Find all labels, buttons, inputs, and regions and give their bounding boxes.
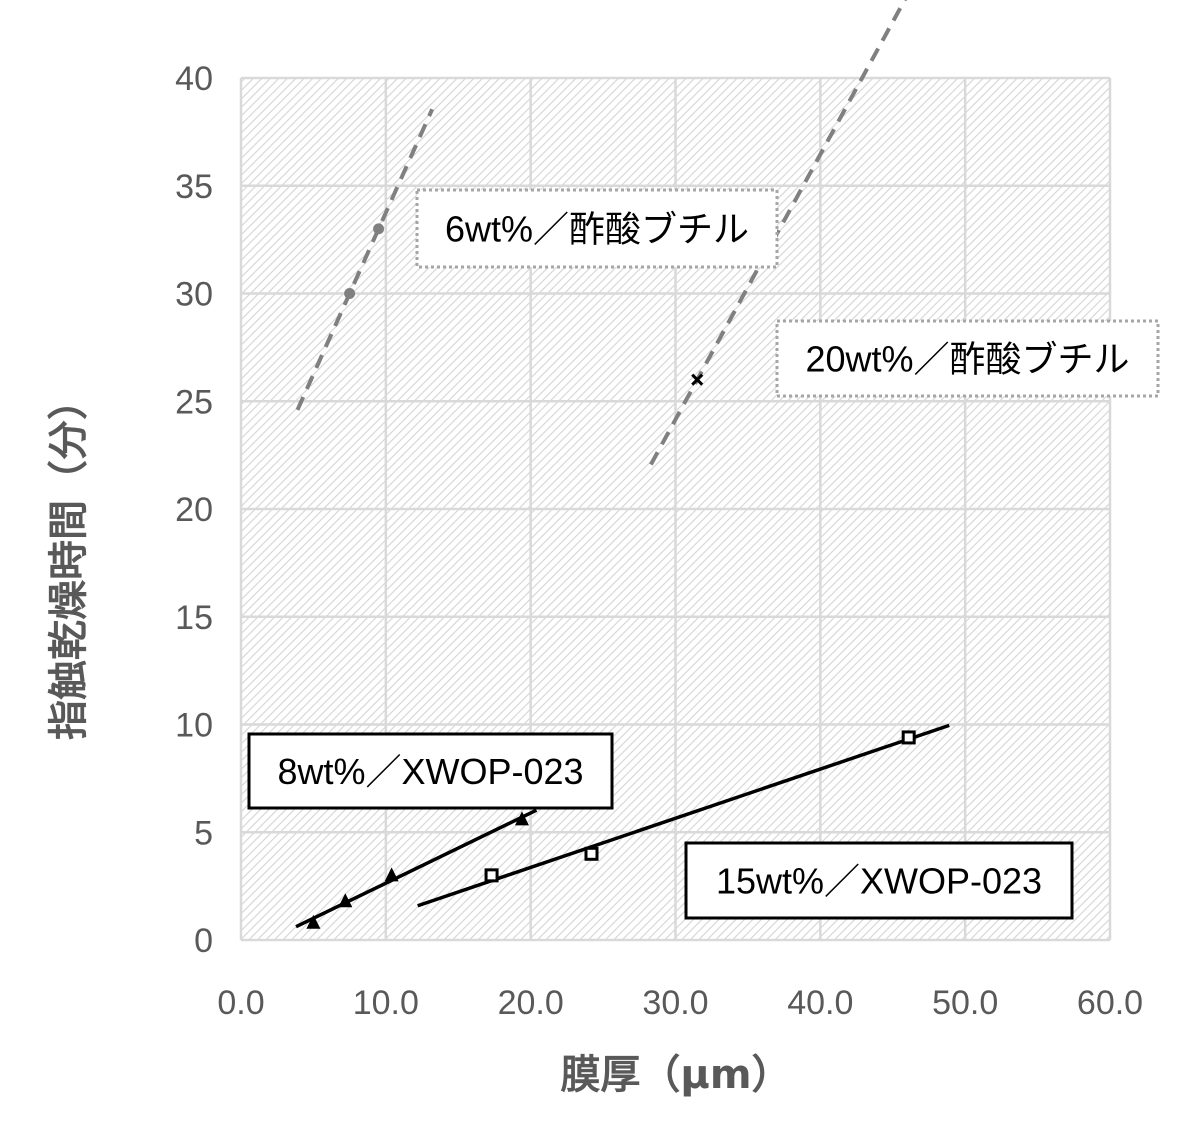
y-tick-label: 10: [175, 707, 213, 745]
y-tick-label: 0: [194, 922, 213, 960]
data-markers: [306, 223, 916, 929]
series-label-3: 8wt%／XWOP-023: [247, 732, 614, 810]
x-tick-label: 0.0: [217, 984, 264, 1022]
y-tick-label: 25: [175, 383, 213, 421]
trendline-3: [295, 808, 538, 929]
data-point-square: [584, 846, 599, 861]
data-point-square: [901, 730, 916, 745]
data-point-triangle: [514, 811, 529, 826]
data-point-triangle: [338, 893, 353, 908]
trendline-2: [649, 0, 907, 466]
series-label-box: [415, 188, 779, 269]
y-tick-label: 30: [175, 276, 213, 314]
series-label-text: 6wt%／酢酸ブチル: [445, 209, 749, 250]
y-axis-title: 指触乾燥時間（分）: [46, 380, 92, 740]
y-tick-label: 20: [175, 491, 213, 529]
series-label-1: 6wt%／酢酸ブチル: [415, 188, 779, 269]
series-label-text: 8wt%／XWOP-023: [277, 751, 583, 792]
x-tick-label: 30.0: [642, 984, 708, 1022]
series-labels: 6wt%／酢酸ブチル 20wt%／酢酸ブチル 8wt%／XWOP-023 15wt%／…: [247, 188, 1160, 920]
series-label-box: [775, 319, 1160, 398]
y-tick-label: 15: [175, 599, 213, 637]
series-label-2: 20wt%／酢酸ブチル: [775, 319, 1160, 398]
x-tick-label: 20.0: [498, 984, 564, 1022]
series-label-box: [684, 841, 1074, 920]
y-tick-label: 40: [175, 60, 213, 98]
trendline-4: [417, 723, 950, 908]
x-tick-label: 10.0: [353, 984, 419, 1022]
trendline-1: [295, 108, 435, 411]
y-tick-labels: 0 5 10 15 20 25 30 35 40: [175, 60, 213, 960]
data-point-circle: [344, 288, 356, 299]
x-axis-title: 膜厚（μm）: [560, 1052, 791, 1098]
series-label-box: [247, 732, 614, 810]
data-point-circle: [373, 223, 385, 235]
x-tick-labels: 0.0 10.0 20.0 30.0 40.0 50.0 60.0: [217, 984, 1143, 1022]
y-tick-label: 35: [175, 168, 213, 206]
data-point-square: [484, 868, 499, 883]
x-tick-label: 40.0: [787, 984, 853, 1022]
x-tick-label: 60.0: [1077, 984, 1143, 1022]
trendlines: [295, 0, 950, 929]
data-point-triangle: [384, 867, 399, 882]
y-tick-label: 5: [194, 814, 213, 852]
data-point-triangle: [306, 914, 321, 929]
data-point-x: [691, 373, 704, 386]
x-tick-label: 50.0: [932, 984, 998, 1022]
series-label-text: 15wt%／XWOP-023: [716, 861, 1042, 902]
series-label-4: 15wt%／XWOP-023: [684, 841, 1074, 920]
series-label-text: 20wt%／酢酸ブチル: [805, 339, 1129, 380]
